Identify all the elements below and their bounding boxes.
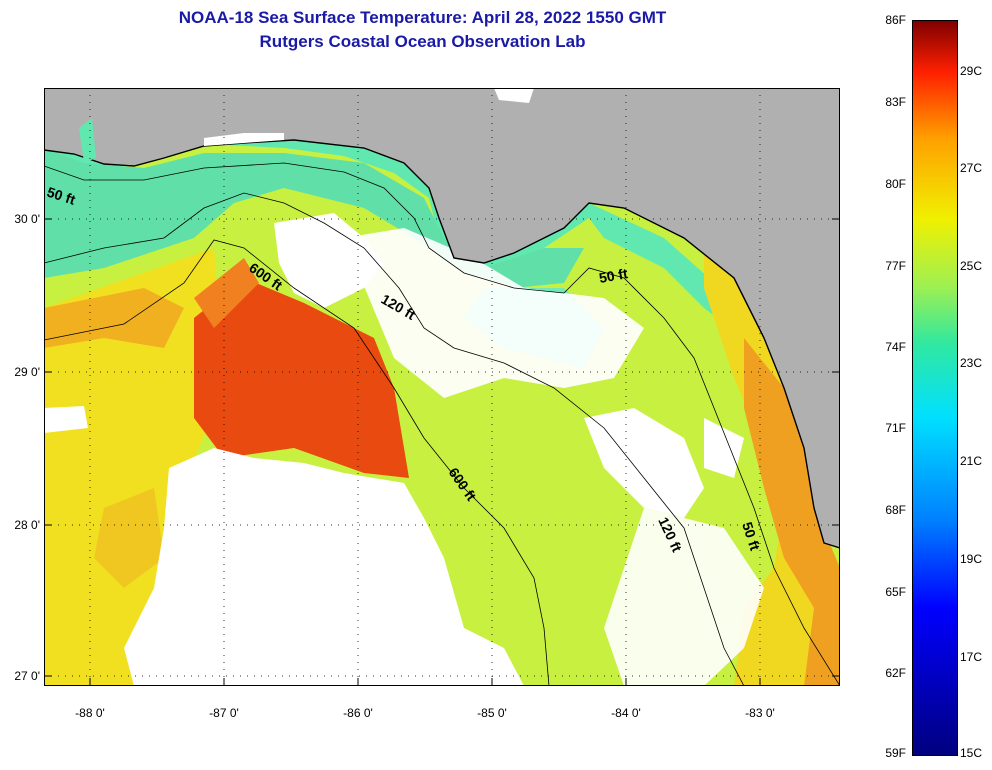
cb-label-71f: 71F: [885, 421, 906, 435]
contour-label-50ft-central: 50 ft: [598, 265, 629, 286]
cb-label-83f: 83F: [885, 95, 906, 109]
map-frame: [44, 88, 840, 686]
contour-120ft: [44, 192, 745, 686]
cb-label-68f: 68F: [885, 503, 906, 517]
sst-map: 50 ft 600 ft 120 ft 50 ft 600 ft 120 ft …: [44, 88, 840, 686]
cb-label-23c: 23C: [960, 356, 983, 370]
cb-label-21c: 21C: [960, 454, 983, 468]
cb-label-80f: 80F: [885, 177, 906, 191]
cb-label-77f: 77F: [885, 259, 906, 273]
cloud-northeast: [344, 228, 644, 398]
lon-label-88: -88 0': [75, 706, 105, 720]
lon-label-83: -83 0': [745, 706, 775, 720]
cb-label-65f: 65F: [885, 585, 906, 599]
cb-label-29c: 29C: [960, 64, 983, 78]
lon-label-87: -87 0': [209, 706, 239, 720]
map-title: NOAA-18 Sea Surface Temperature: April 2…: [178, 8, 667, 27]
cb-label-15c: 15C: [960, 746, 983, 760]
cb-label-86f: 86F: [885, 13, 906, 27]
lat-label-29: 29 0': [14, 365, 40, 379]
cb-label-17c: 17C: [960, 650, 983, 664]
map-subtitle: Rutgers Coastal Ocean Observation Lab: [259, 32, 586, 51]
temperature-colorbar: [912, 20, 958, 756]
cb-label-62f: 62F: [885, 666, 906, 680]
lon-label-85: -85 0': [477, 706, 507, 720]
coastline: [44, 139, 840, 549]
cb-label-25c: 25C: [960, 259, 983, 273]
lat-label-28: 28 0': [14, 518, 40, 532]
cb-label-27c: 27C: [960, 161, 983, 175]
lat-label-27: 27 0': [14, 669, 40, 683]
cb-label-59f: 59F: [885, 746, 906, 760]
lon-label-86: -86 0': [343, 706, 373, 720]
west-warm-water: [44, 248, 224, 686]
cb-label-19c: 19C: [960, 552, 983, 566]
lat-label-30: 30 0': [14, 212, 40, 226]
contour-50ft: [44, 162, 840, 686]
land-mass: [44, 88, 840, 548]
contour-600ft: [44, 239, 550, 686]
lon-label-84: -84 0': [611, 706, 641, 720]
cb-label-74f: 74F: [885, 340, 906, 354]
cloud-south: [124, 448, 524, 686]
warm-core-region: [194, 278, 409, 478]
